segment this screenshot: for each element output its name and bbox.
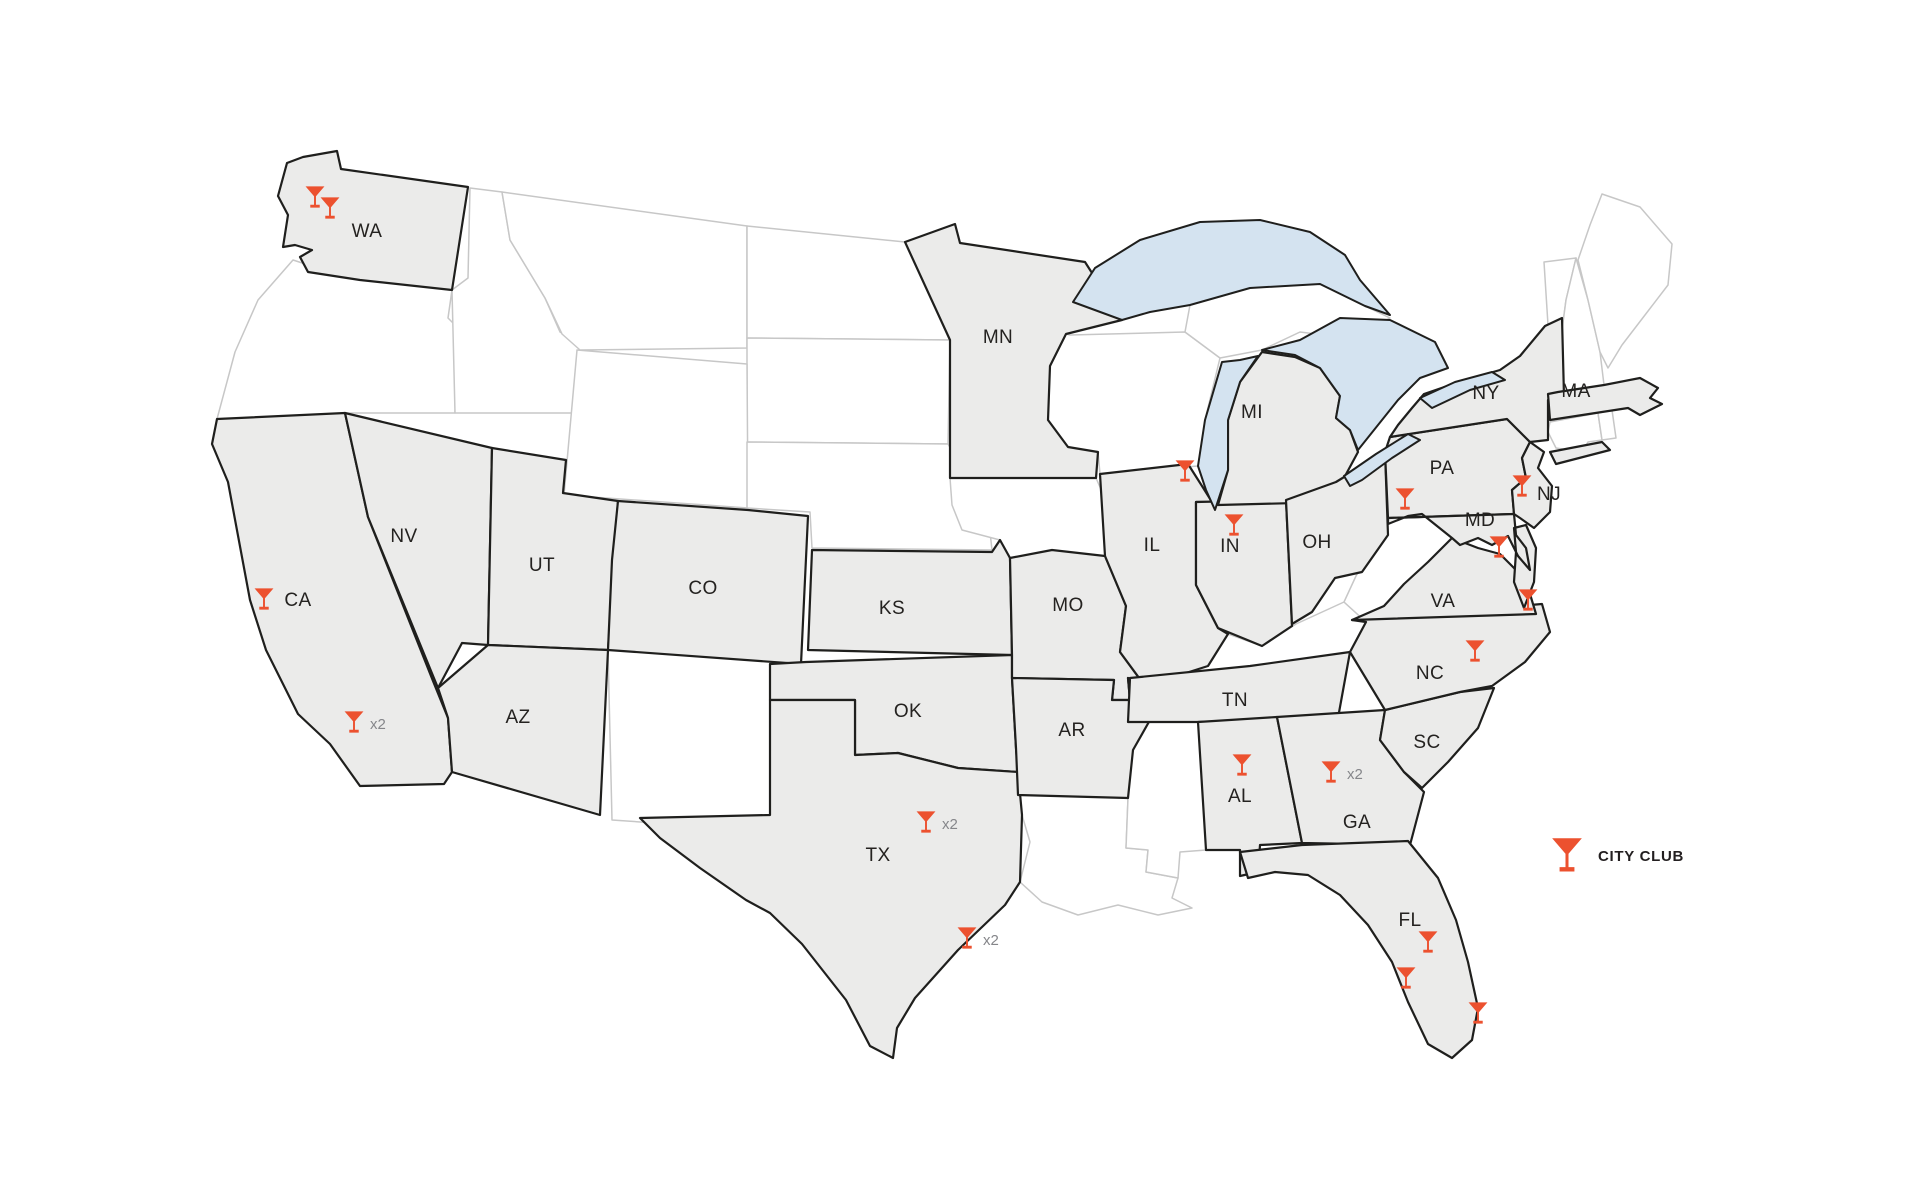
state-labels-layer: WA CA NV UT AZ CO KS OK TX MN MO AR IL IN MI OH TN AL GA SC… — [284, 221, 1590, 931]
state-shape-mn[interactable] — [903, 222, 1124, 480]
state-shape-ri[interactable] — [1597, 409, 1617, 441]
state-label-nc: NC — [1416, 663, 1444, 684]
marker-count-label: x2 — [983, 932, 999, 949]
state-label-ks: KS — [879, 598, 905, 619]
marker-count-label: x2 — [942, 816, 958, 833]
state-label-mn: MN — [983, 327, 1013, 348]
state-label-ny: NY — [1472, 383, 1499, 404]
state-shape-sd[interactable] — [746, 337, 951, 445]
state-label-ar: AR — [1058, 720, 1085, 741]
marker-count-label: x2 — [1347, 766, 1363, 783]
state-shape-me[interactable] — [1577, 193, 1673, 369]
club-marker-tx-5[interactable]: x2 — [957, 927, 999, 949]
state-label-nv: NV — [390, 526, 417, 547]
club-marker-tx-4[interactable]: x2 — [916, 811, 958, 833]
state-shape-ks[interactable] — [806, 538, 1014, 657]
state-label-oh: OH — [1302, 532, 1331, 553]
state-shape-tx[interactable] — [638, 698, 1024, 1060]
state-shape-wa[interactable] — [276, 149, 470, 292]
state-label-nj: NJ — [1537, 484, 1561, 505]
state-label-in: IN — [1220, 536, 1240, 557]
state-label-ca: CA — [284, 590, 311, 611]
club-marker-ga-14[interactable]: x2 — [1321, 761, 1363, 783]
state-shape-nyli[interactable] — [1548, 440, 1612, 466]
state-shape-wy[interactable] — [563, 349, 749, 509]
state-label-tn: TN — [1222, 690, 1248, 711]
state-label-co: CO — [688, 578, 717, 599]
state-shape-az[interactable] — [436, 643, 610, 817]
state-label-ga: GA — [1343, 812, 1371, 833]
lake-superior — [1072, 219, 1391, 321]
club-markers-layer: x2 x2 x2 x2 — [254, 186, 1538, 1024]
state-label-mo: MO — [1052, 595, 1083, 616]
state-label-ut: UT — [529, 555, 555, 576]
state-shape-nj[interactable] — [1510, 440, 1554, 530]
state-label-ok: OK — [894, 701, 922, 722]
state-label-pa: PA — [1430, 458, 1455, 479]
legend-label: CITY CLUB — [1598, 848, 1684, 865]
lake-ontario — [1419, 371, 1506, 409]
state-label-il: IL — [1144, 535, 1161, 556]
state-shape-nc[interactable] — [1348, 602, 1552, 712]
state-label-ma: MA — [1561, 381, 1590, 402]
legend: CITY CLUB — [1552, 838, 1684, 872]
marker-count-label: x2 — [370, 716, 386, 733]
great-lakes-layer — [1072, 219, 1506, 511]
club-marker-ca-3[interactable]: x2 — [344, 711, 386, 733]
state-label-md: MD — [1465, 510, 1495, 531]
state-shape-va[interactable] — [1350, 536, 1538, 622]
state-shape-ma[interactable] — [1546, 376, 1664, 422]
state-label-al: AL — [1228, 786, 1252, 807]
state-label-va: VA — [1431, 591, 1456, 612]
state-label-sc: SC — [1413, 732, 1440, 753]
state-label-mi: MI — [1241, 402, 1263, 423]
lake-michigan — [1197, 355, 1259, 511]
lake-erie — [1343, 433, 1421, 487]
state-label-az: AZ — [505, 707, 530, 728]
state-shape-fl[interactable] — [1238, 839, 1480, 1060]
lake-huron — [1261, 317, 1449, 451]
state-label-fl: FL — [1399, 910, 1422, 931]
martini-glass-icon — [1552, 838, 1582, 872]
state-label-tx: TX — [865, 845, 890, 866]
legend-city-club: CITY CLUB — [1552, 838, 1684, 872]
state-label-wa: WA — [352, 221, 383, 242]
